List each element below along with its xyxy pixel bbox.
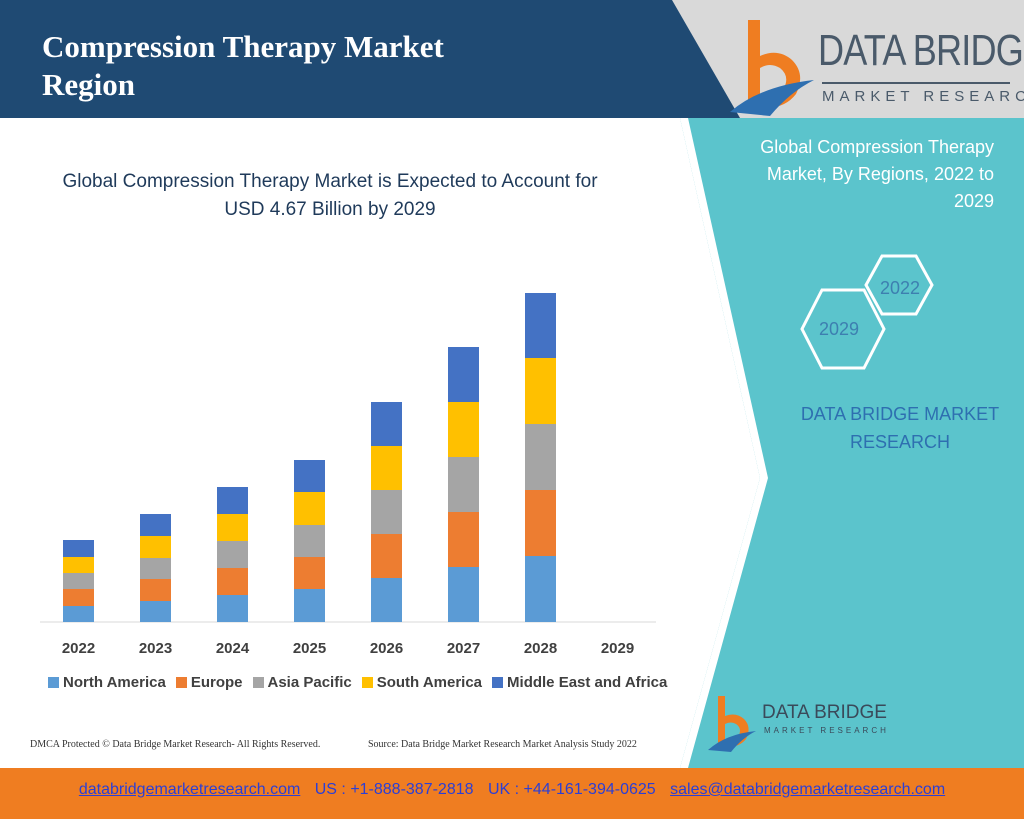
hexagon-icon bbox=[800, 254, 934, 370]
x-tick-label: 2025 bbox=[293, 640, 326, 657]
bar-segment-2027-asia-pacific bbox=[448, 457, 479, 512]
bar-segment-2025-europe bbox=[294, 557, 325, 589]
legend-item: South America bbox=[361, 674, 483, 691]
bar-segment-2024-asia-pacific bbox=[217, 541, 248, 568]
page-title-line2: Region bbox=[42, 67, 135, 102]
bar-segment-2026-asia-pacific bbox=[371, 490, 402, 534]
copyright-note: DMCA Protected © Data Bridge Market Rese… bbox=[30, 739, 321, 750]
legend-label: Middle East and Africa bbox=[507, 674, 668, 691]
legend-label: Asia Pacific bbox=[267, 674, 352, 691]
bar-segment-2022-south-america bbox=[63, 557, 94, 573]
bar-segment-2023-middle-east-and-africa bbox=[140, 514, 171, 536]
mini-logo-subtitle: MARKET RESEARCH bbox=[764, 726, 889, 735]
bar-segment-2028-asia-pacific bbox=[525, 424, 556, 490]
side-brand-line1: DATA BRIDGE MARKET bbox=[800, 404, 1000, 424]
bar-segment-2024-middle-east-and-africa bbox=[217, 487, 248, 514]
x-tick-label: 2027 bbox=[447, 640, 480, 657]
x-tick-label: 2029 bbox=[601, 640, 634, 657]
bar-segment-2022-asia-pacific bbox=[63, 573, 94, 589]
title-panel bbox=[0, 0, 740, 118]
bar-segment-2026-north-america bbox=[371, 578, 402, 622]
data-bridge-logo: DATA BRIDGE MARKET RESEARCH bbox=[730, 16, 1024, 116]
legend-item: Asia Pacific bbox=[252, 674, 352, 691]
logo-subtitle: MARKET RESEARCH bbox=[822, 88, 1024, 105]
side-panel-title: Global Compression Therapy Market, By Re… bbox=[760, 137, 994, 211]
mini-logo: DATA BRIDGE MARKET RESEARCH bbox=[708, 694, 888, 752]
bar-segment-2026-europe bbox=[371, 534, 402, 578]
website-link[interactable]: databridgemarketresearch.com bbox=[78, 781, 301, 798]
chart-title-line1: Global Compression Therapy Market is Exp… bbox=[62, 171, 598, 192]
side-brand-line2: RESEARCH bbox=[849, 432, 951, 452]
mini-logo-name: DATA BRIDGE bbox=[762, 702, 887, 723]
stacked-bar-chart: 2022 2023 2024 2025 2026 2027 2028 2029 bbox=[40, 293, 656, 657]
bar-segment-2024-europe bbox=[217, 568, 248, 595]
legend-label: Europe bbox=[190, 674, 243, 691]
bar-segment-2028-europe bbox=[525, 490, 556, 556]
legend-label: North America bbox=[63, 674, 166, 691]
bar-segment-2028-north-america bbox=[525, 556, 556, 622]
bar-segment-2024-south-america bbox=[217, 514, 248, 541]
bar-segment-2028-south-america bbox=[525, 358, 556, 424]
chart-title: Global Compression Therapy Market is Exp… bbox=[20, 168, 640, 224]
source-note: Source: Data Bridge Market Research Mark… bbox=[368, 739, 637, 750]
legend-item: Middle East and Africa bbox=[492, 674, 667, 691]
logo-name: DATA BRIDGE bbox=[818, 26, 1024, 75]
page-title: Compression Therapy Market Region bbox=[42, 28, 602, 104]
side-brand-text: DATA BRIDGE MARKET RESEARCH bbox=[790, 400, 1010, 456]
chart-legend: North America Europe Asia Pacific South Ame… bbox=[48, 674, 667, 691]
bar-segment-2024-north-america bbox=[217, 595, 248, 622]
bar-segment-2023-europe bbox=[140, 579, 171, 601]
bar-segment-2023-asia-pacific bbox=[140, 558, 171, 579]
legend-label: South America bbox=[376, 674, 483, 691]
bar-segment-2027-middle-east-and-africa bbox=[448, 347, 479, 402]
bar-segment-2027-europe bbox=[448, 512, 479, 567]
uk-phone: UK : +44-161-394-0625 bbox=[487, 781, 656, 798]
bar-segment-2025-middle-east-and-africa bbox=[294, 460, 325, 492]
legend-swatch bbox=[492, 677, 504, 688]
page-title-line1: Compression Therapy Market bbox=[42, 29, 444, 64]
x-tick-label: 2026 bbox=[370, 640, 403, 657]
email-link[interactable]: sales@databridgemarketresearch.com bbox=[670, 781, 946, 798]
x-tick-label: 2024 bbox=[216, 640, 250, 657]
legend-swatch bbox=[361, 677, 373, 688]
x-tick-label: 2022 bbox=[62, 640, 95, 657]
legend-item: North America bbox=[48, 674, 166, 691]
bar-segment-2027-north-america bbox=[448, 567, 479, 622]
year-hexagons: 2022 2029 bbox=[800, 252, 940, 372]
footer-contacts: databridgemarketresearch.com US : +1-888… bbox=[0, 781, 1024, 799]
legend-swatch bbox=[252, 677, 264, 688]
logo-rule bbox=[822, 82, 1010, 84]
bar-segment-2022-middle-east-and-africa bbox=[63, 540, 94, 557]
bar-segment-2023-north-america bbox=[140, 601, 171, 622]
bar-segment-2025-north-america bbox=[294, 589, 325, 622]
chart-title-line2: USD 4.67 Billion by 2029 bbox=[224, 199, 436, 220]
hex-label-2029: 2029 bbox=[819, 319, 860, 339]
legend-swatch bbox=[48, 677, 59, 688]
mini-logo-b-icon bbox=[708, 696, 756, 752]
legend-swatch bbox=[175, 677, 187, 688]
bar-segment-2026-middle-east-and-africa bbox=[371, 402, 402, 446]
x-tick-label: 2023 bbox=[139, 640, 172, 657]
bar-segment-2022-north-america bbox=[63, 606, 94, 622]
bar-segment-2028-middle-east-and-africa bbox=[525, 293, 556, 358]
legend-item: Europe bbox=[175, 674, 243, 691]
bar-segment-2027-south-america bbox=[448, 402, 479, 457]
bar-segment-2026-south-america bbox=[371, 446, 402, 490]
bar-segment-2025-asia-pacific bbox=[294, 525, 325, 557]
us-phone: US : +1-888-387-2818 bbox=[314, 781, 474, 798]
x-tick-label: 2028 bbox=[524, 640, 557, 657]
footer-bar bbox=[0, 768, 1024, 819]
bar-segment-2025-south-america bbox=[294, 492, 325, 525]
logo-b-icon bbox=[730, 20, 814, 116]
bar-segment-2022-europe bbox=[63, 589, 94, 606]
bar-segment-2023-south-america bbox=[140, 536, 171, 558]
hex-label-2022: 2022 bbox=[880, 278, 921, 298]
